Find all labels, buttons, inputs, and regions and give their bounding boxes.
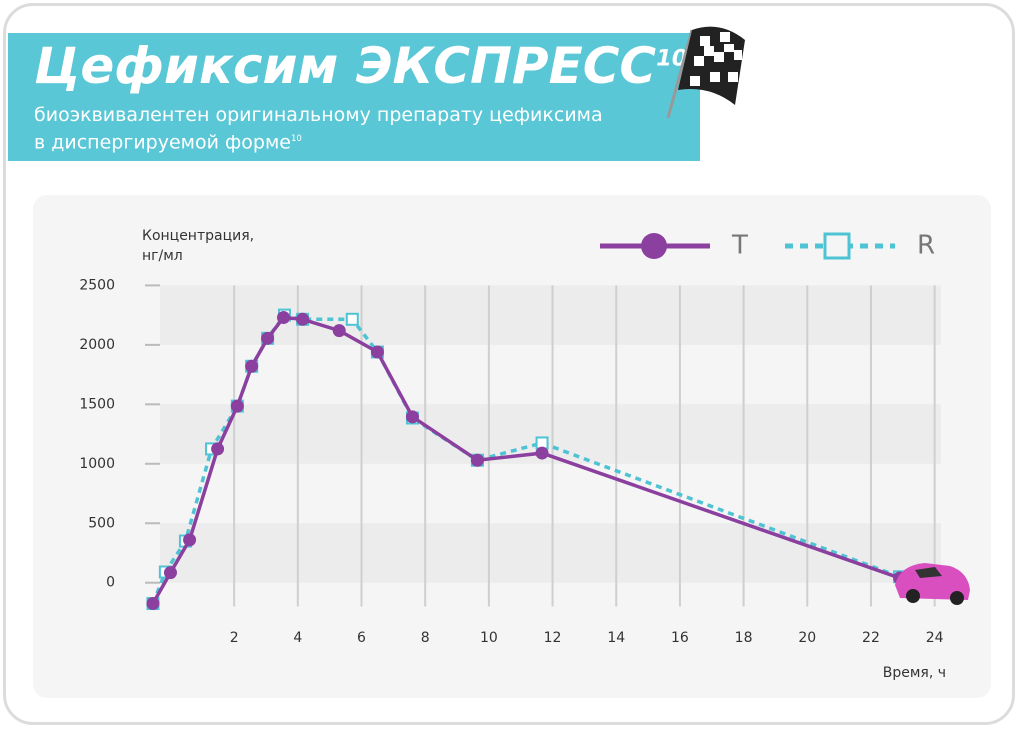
x-label: Время, ч xyxy=(883,665,946,681)
legend-marker xyxy=(823,232,851,260)
y-tick-label: 500 xyxy=(88,515,115,531)
x-tick-label: 12 xyxy=(544,630,562,646)
car-window xyxy=(915,567,942,578)
legend-label: T xyxy=(731,231,748,261)
y-tick-label: 0 xyxy=(106,575,115,591)
x-tick-label: 8 xyxy=(421,630,430,646)
point xyxy=(277,311,291,325)
x-tick-label: 6 xyxy=(357,630,366,646)
point xyxy=(211,442,225,456)
banner: Цефиксим ЭКСПРЕСС10 биоэквивалентен ориг… xyxy=(8,33,700,161)
y-label: Концентрация, xyxy=(142,228,254,244)
grid-band xyxy=(160,285,941,345)
point xyxy=(261,331,275,345)
y-label: нг/мл xyxy=(142,248,183,264)
car-wheel xyxy=(906,589,920,603)
x-tick-label: 16 xyxy=(671,630,689,646)
x-tick-label: 20 xyxy=(798,630,816,646)
point xyxy=(332,324,346,338)
point xyxy=(163,566,177,580)
flag xyxy=(666,26,745,119)
grid-band xyxy=(160,404,941,464)
subtitle-sup: 10 xyxy=(290,134,302,144)
subtitle-line: биоэквивалентен оригинальному препарату … xyxy=(34,104,603,126)
point xyxy=(296,312,310,326)
point xyxy=(345,312,359,326)
x-tick-label: 22 xyxy=(862,630,880,646)
y-tick-label: 1000 xyxy=(79,456,115,472)
y-tick-label: 2000 xyxy=(79,337,115,353)
x-tick-label: 10 xyxy=(480,630,498,646)
point xyxy=(370,345,384,359)
point xyxy=(183,533,197,547)
point xyxy=(470,453,484,467)
x-tick-label: 24 xyxy=(926,630,944,646)
title-text: Цефиксим ЭКСПРЕСС xyxy=(34,37,657,95)
x-tick-label: 14 xyxy=(607,630,625,646)
point xyxy=(230,399,244,413)
y-tick-label: 1500 xyxy=(79,396,115,412)
y-tick-label: 2500 xyxy=(79,277,115,293)
point xyxy=(245,359,259,373)
point xyxy=(146,597,160,611)
title: Цефиксим ЭКСПРЕСС10 xyxy=(34,37,687,95)
grid-band xyxy=(160,523,941,583)
card xyxy=(3,3,1015,725)
x-tick-label: 4 xyxy=(293,630,302,646)
car-wheel xyxy=(950,591,964,605)
subtitle: биоэквивалентен оригинальному препарату … xyxy=(34,103,603,154)
x-tick-label: 18 xyxy=(735,630,753,646)
point xyxy=(535,446,549,460)
point xyxy=(405,410,419,424)
legend-marker xyxy=(641,233,667,259)
x-tick-label: 2 xyxy=(230,630,239,646)
legend-label: R xyxy=(917,231,935,261)
subtitle-line: в диспергируемой форме xyxy=(34,131,291,154)
